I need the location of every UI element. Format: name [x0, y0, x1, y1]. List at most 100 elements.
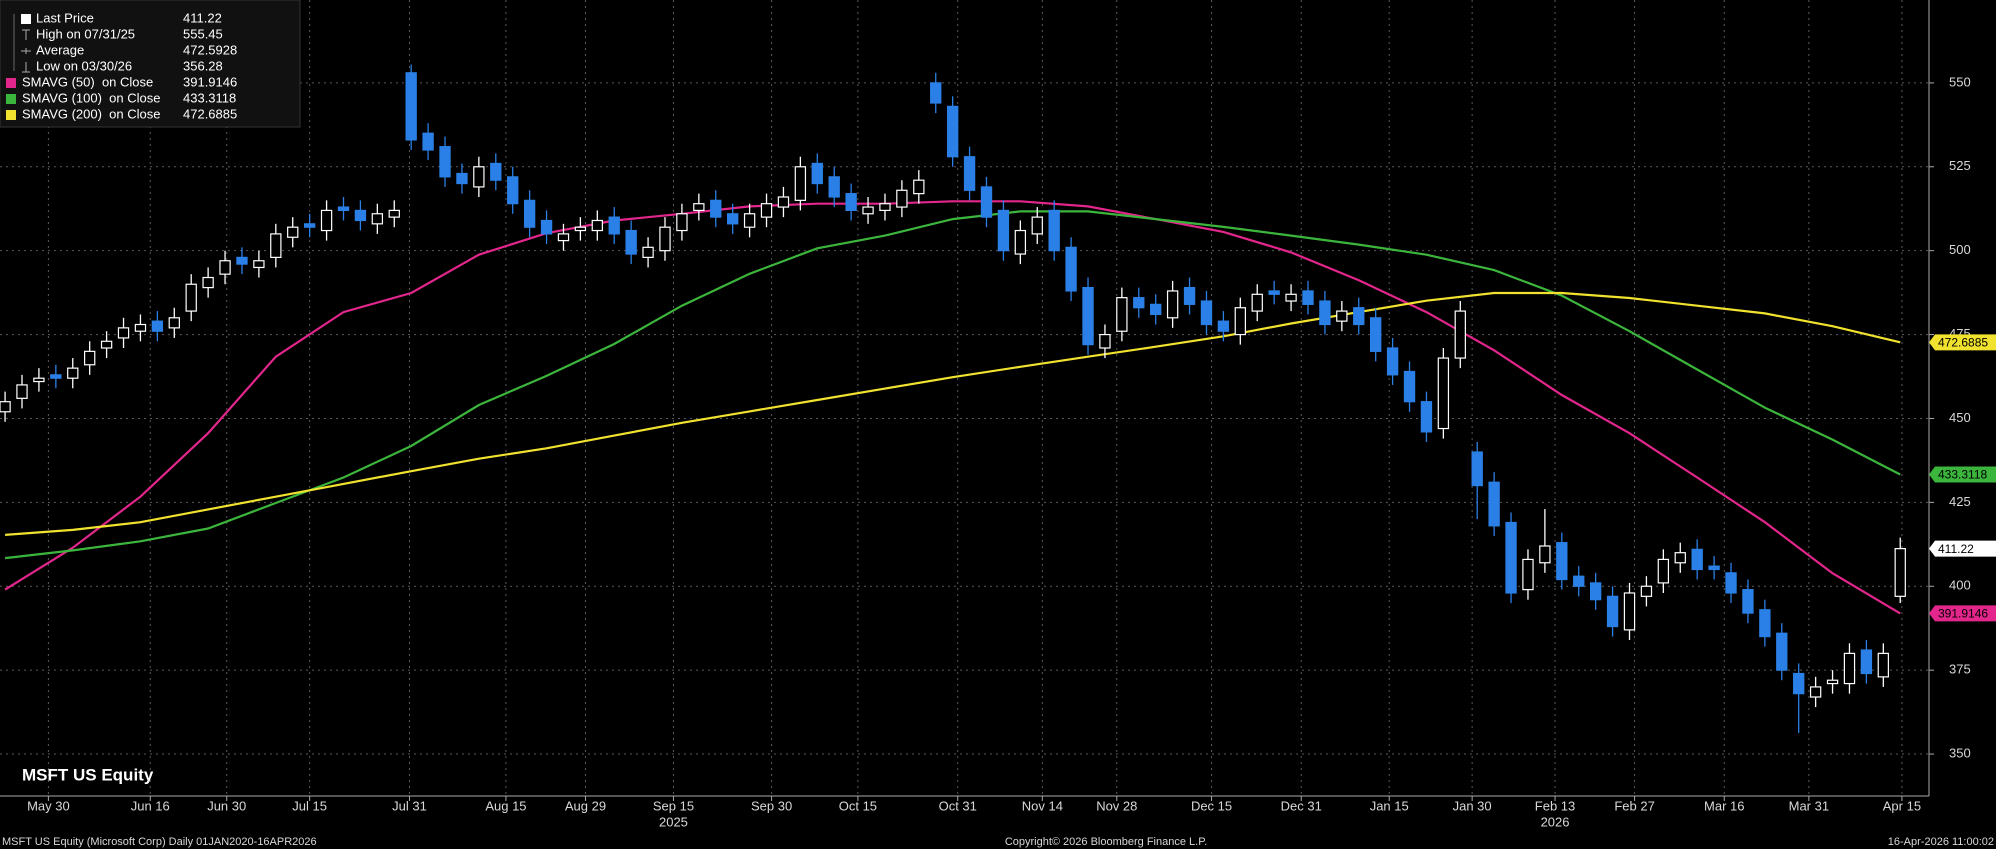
candle-body	[1742, 589, 1754, 614]
x-tick-label: Dec 15	[1191, 798, 1232, 813]
candle-body	[439, 146, 451, 178]
candle	[1014, 220, 1027, 265]
candle	[1133, 287, 1145, 318]
candle	[0, 391, 11, 422]
candle-body	[1471, 451, 1483, 487]
legend-label: Average	[36, 42, 84, 57]
candle-body	[1674, 552, 1686, 564]
candle	[388, 200, 400, 228]
candle-body	[760, 203, 773, 218]
y-tick-label: 350	[1949, 745, 1971, 760]
candle	[1251, 284, 1263, 322]
x-tick-label: Aug 29	[565, 798, 606, 813]
candle-body	[845, 193, 857, 212]
legend-label: SMAVG (100) on Close	[22, 90, 160, 105]
candle	[1556, 532, 1568, 590]
candle-body	[913, 179, 925, 195]
x-tick-label: Feb 27	[1614, 798, 1654, 813]
candle-body	[1031, 216, 1043, 235]
candle-body	[253, 260, 265, 269]
candle-body	[1488, 481, 1500, 527]
candle-body	[1065, 246, 1077, 292]
y-tick-label: 550	[1949, 74, 1971, 89]
candle	[608, 207, 620, 244]
candle-body	[33, 377, 45, 383]
candle-body	[1776, 632, 1788, 671]
candle	[845, 183, 857, 221]
candle-body	[1166, 290, 1179, 319]
value-tag	[1929, 605, 1996, 622]
candle	[1370, 307, 1382, 362]
candle	[1065, 237, 1077, 302]
value-tag-label: 411.22	[1938, 542, 1974, 556]
legend-label: SMAVG (50) on Close	[22, 74, 153, 89]
candle	[1809, 676, 1822, 708]
candle-body	[1606, 595, 1619, 628]
candle	[1539, 509, 1551, 573]
candle	[828, 166, 840, 208]
legend-box	[0, 0, 301, 128]
candle-body	[1708, 565, 1720, 571]
candle-body	[896, 189, 908, 208]
candle-body	[507, 176, 519, 205]
candle	[1166, 280, 1179, 328]
candle	[1488, 472, 1500, 536]
candle-body	[0, 401, 11, 413]
candle-body	[862, 206, 874, 215]
candle	[1082, 277, 1094, 355]
candle	[1353, 297, 1365, 335]
candle	[963, 146, 976, 201]
y-tick-label: 425	[1949, 494, 1971, 509]
candle-body	[1302, 290, 1314, 305]
candle	[1860, 639, 1873, 684]
y-tick-label: 375	[1949, 662, 1971, 677]
candle-body	[1877, 652, 1889, 678]
candle	[354, 200, 367, 231]
candle-body	[997, 209, 1010, 252]
candle-body	[388, 209, 400, 218]
legend-label: SMAVG (200) on Close	[22, 106, 160, 121]
candle	[270, 223, 282, 268]
x-tick-label: Jul 15	[292, 798, 327, 813]
candle-body	[625, 229, 637, 255]
candle-body	[287, 226, 299, 238]
candle	[1742, 579, 1754, 624]
candle-body	[743, 213, 756, 228]
candle	[1386, 337, 1399, 385]
candle-body	[642, 246, 654, 258]
candle	[1606, 586, 1619, 637]
candle	[1657, 549, 1670, 593]
candle	[33, 368, 45, 392]
candle	[659, 217, 671, 261]
candle	[811, 153, 823, 194]
candle-body	[1843, 652, 1856, 685]
candle-body	[1014, 229, 1027, 255]
candle	[1623, 582, 1636, 640]
candle-body	[574, 226, 587, 232]
candle-body	[67, 367, 79, 379]
candle-body	[946, 105, 959, 158]
candle	[1454, 301, 1466, 369]
candle	[1302, 280, 1314, 315]
candle-body	[1809, 686, 1822, 698]
candle	[879, 193, 891, 221]
candle	[727, 203, 739, 234]
candle	[625, 220, 637, 265]
candle-body	[405, 72, 417, 141]
candle-body	[1894, 548, 1906, 597]
x-tick-label: Apr 15	[1883, 798, 1921, 813]
candle-body	[1573, 575, 1585, 587]
candle	[287, 217, 299, 248]
sma-line	[4, 200, 1901, 615]
candle-body	[676, 213, 688, 232]
y-tick-label: 450	[1949, 410, 1971, 425]
legend-marker	[21, 48, 31, 54]
candle	[439, 136, 451, 187]
candle-body	[1725, 572, 1737, 594]
candle-body	[1150, 303, 1162, 316]
x-tick-label: Dec 31	[1281, 798, 1322, 813]
candle	[1471, 441, 1483, 520]
candle-body	[1640, 585, 1653, 597]
candle	[1403, 361, 1416, 412]
